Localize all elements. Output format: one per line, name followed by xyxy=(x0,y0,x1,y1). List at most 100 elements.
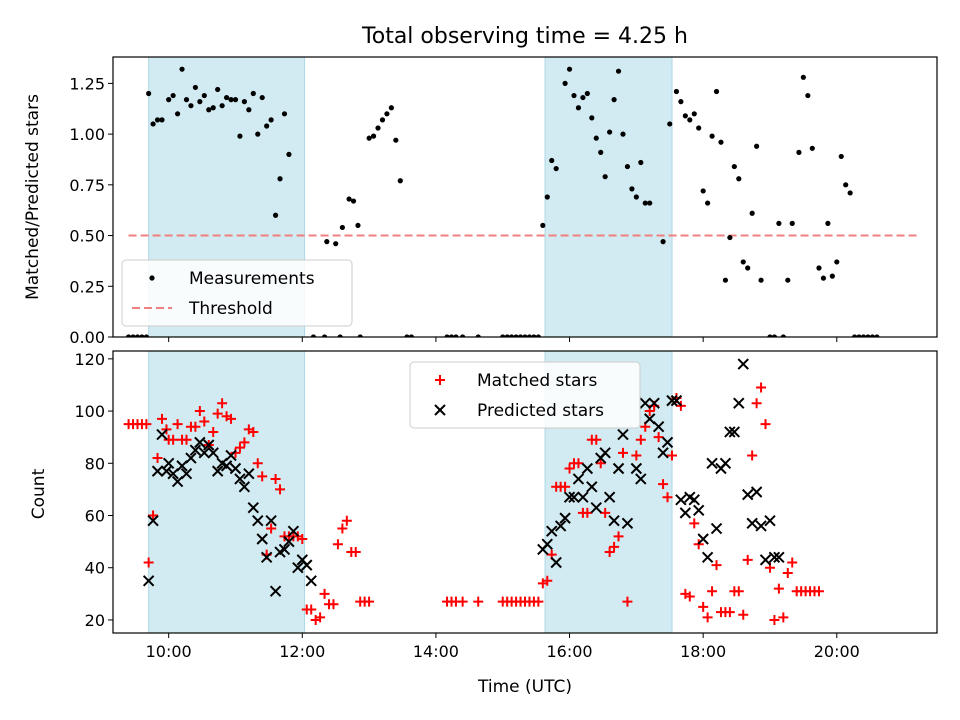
predicted-stars-point xyxy=(156,428,168,441)
measurements-point xyxy=(771,334,778,337)
x-tick-label: 14:00 xyxy=(413,642,459,661)
predicted-stars-point xyxy=(541,538,553,550)
measurements-point xyxy=(843,182,849,188)
matched-stars-point xyxy=(315,612,326,623)
measurements-point xyxy=(453,334,459,337)
measurements-point xyxy=(223,94,230,101)
matched-stars-point xyxy=(350,547,361,558)
matched-stars-point xyxy=(239,437,250,448)
measurements-point xyxy=(602,174,608,180)
measurements-point xyxy=(210,105,216,111)
predicted-stars-point xyxy=(568,491,580,503)
measurements-point xyxy=(370,133,377,139)
matched-stars-point xyxy=(769,614,780,625)
matched-stars-point xyxy=(635,434,646,445)
measurements-point xyxy=(796,149,802,155)
measurements-point xyxy=(754,143,760,149)
legend-marker-predicted xyxy=(434,404,446,416)
measurements-point xyxy=(874,334,880,337)
matched-stars-point xyxy=(306,604,317,615)
measurements-point xyxy=(241,99,247,105)
predicted-stars-point xyxy=(180,468,193,480)
matched-stars-point xyxy=(168,434,179,445)
matched-stars-point xyxy=(297,534,308,544)
predicted-stars-point xyxy=(639,397,651,409)
matched-stars-point xyxy=(711,560,722,571)
measurements-point xyxy=(607,129,613,135)
matched-stars-point xyxy=(773,583,784,594)
measurements-point xyxy=(615,68,622,74)
measurements-point xyxy=(159,117,165,123)
predicted-stars-point xyxy=(554,520,567,532)
matched-stars-point xyxy=(684,591,695,602)
measurements-point xyxy=(838,153,844,160)
matched-stars-point xyxy=(319,588,330,599)
measurements-point xyxy=(357,334,363,337)
x-tick-label: 10:00 xyxy=(146,642,192,661)
matched-stars-point xyxy=(234,442,245,453)
matched-stars-point xyxy=(172,419,183,430)
measurements-point xyxy=(593,135,599,141)
y-tick-label: 1.25 xyxy=(69,74,105,93)
predicted-stars-point xyxy=(648,397,660,409)
predicted-stars-point xyxy=(603,491,616,503)
measurements-point xyxy=(678,99,684,105)
y-tick-label: 0.25 xyxy=(69,277,105,296)
matched-stars-point xyxy=(473,596,484,607)
predicted-stars-point xyxy=(755,520,767,532)
matched-stars-point xyxy=(658,479,669,490)
chart-title: Total observing time = 4.25 h xyxy=(361,24,688,49)
measurements-point xyxy=(687,117,693,123)
predicted-stars-point xyxy=(546,525,558,537)
predicted-stars-point xyxy=(710,522,723,535)
measurements-point xyxy=(722,277,729,283)
measurements-point xyxy=(286,151,292,157)
matched-stars-point xyxy=(613,531,624,542)
measurements-point xyxy=(232,97,239,103)
y-tick-label: 1.00 xyxy=(69,125,105,144)
measurements-point xyxy=(397,178,403,184)
measurements-point xyxy=(513,334,519,337)
matched-stars-point xyxy=(787,557,798,568)
matched-stars-point xyxy=(143,557,154,568)
predicted-stars-point xyxy=(577,491,589,503)
measurements-point xyxy=(620,131,626,137)
y-tick-label: 80 xyxy=(85,454,105,473)
predicted-stars-point xyxy=(260,551,273,563)
matched-stars-point xyxy=(622,596,633,607)
matched-stars-point xyxy=(148,510,159,521)
matched-stars-point xyxy=(600,507,611,518)
matched-stars-point xyxy=(212,408,223,419)
predicted-stars-point xyxy=(733,397,745,409)
predicted-stars-point xyxy=(225,449,237,462)
measurements-point xyxy=(321,334,328,337)
predicted-stars-point xyxy=(147,515,159,527)
measurements-point xyxy=(125,334,132,337)
matched-stars-point xyxy=(782,567,793,578)
predicted-stars-point xyxy=(211,465,224,477)
measurements-point xyxy=(268,117,274,123)
matched-stars-point xyxy=(208,426,219,437)
x-axis-label: Time (UTC) xyxy=(477,677,572,697)
matched-stars-point xyxy=(560,481,571,492)
matched-stars-point xyxy=(760,419,771,430)
measurements-point xyxy=(809,145,815,151)
measurements-point xyxy=(740,259,746,265)
measurements-point xyxy=(718,139,724,145)
predicted-stars-point xyxy=(728,426,741,438)
predicted-stars-point xyxy=(185,452,197,464)
measurements-point xyxy=(580,94,586,101)
matched-stars-point xyxy=(564,463,575,474)
predicted-stars-point xyxy=(229,462,242,475)
measurements-point xyxy=(250,90,256,97)
measurements-point xyxy=(337,334,343,337)
measurements-point xyxy=(805,92,811,99)
measurements-point xyxy=(825,220,831,226)
matched-stars-point xyxy=(733,586,744,597)
matched-stars-point xyxy=(666,450,677,461)
measurements-point xyxy=(393,137,399,143)
matched-stars-point xyxy=(194,406,205,417)
measurements-point xyxy=(526,334,533,337)
predicted-stars-point xyxy=(768,551,781,563)
